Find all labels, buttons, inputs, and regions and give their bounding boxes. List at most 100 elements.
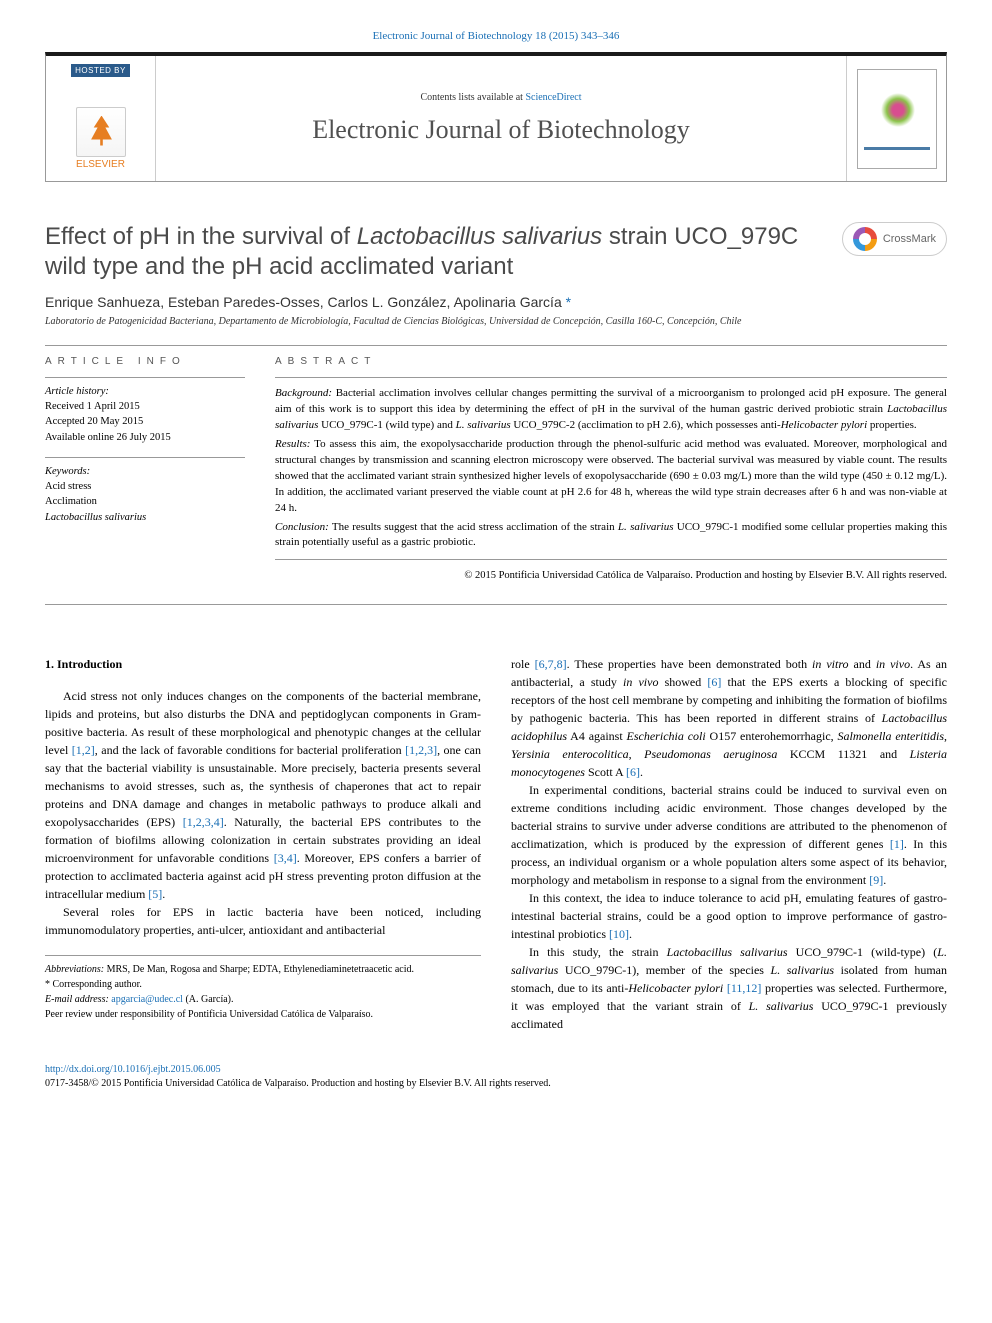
hosted-by-panel: HOSTED BY ELSEVIER	[46, 56, 156, 181]
p3l: Scott A	[585, 765, 626, 779]
ref-1-2-3-4[interactable]: [1,2,3,4]	[183, 815, 224, 829]
elsevier-tree-icon	[76, 107, 126, 157]
intro-p4: In experimental conditions, bacterial st…	[511, 781, 947, 889]
p3j: ,	[629, 747, 645, 761]
it5: Escherichia coli	[627, 729, 706, 743]
it6: Salmonella enteritidis	[838, 729, 945, 743]
p1f: .	[162, 887, 165, 901]
it14: L. salivarius	[749, 999, 814, 1013]
keywords-label: Keywords:	[45, 464, 245, 479]
keyword-1: Acid stress	[45, 479, 245, 494]
ref-6b[interactable]: [6]	[626, 765, 640, 779]
history-online: Available online 26 July 2015	[45, 430, 245, 445]
it10: Lactobacillus salivarius	[667, 945, 788, 959]
corresponding-line: * Corresponding author.	[45, 977, 481, 992]
p1b: , and the lack of favorable conditions f…	[95, 743, 405, 757]
ref-1-2[interactable]: [1,2]	[72, 743, 95, 757]
it13: Helicobacter pylori	[628, 981, 723, 995]
ref-1a[interactable]: [1]	[890, 837, 904, 851]
sciencedirect-link[interactable]: ScienceDirect	[525, 92, 581, 103]
keyword-3: Lactobacillus salivarius	[45, 510, 245, 525]
p3g: A4 against	[567, 729, 627, 743]
journal-citation[interactable]: Electronic Journal of Biotechnology 18 (…	[45, 30, 947, 42]
ref-1-2-3[interactable]: [1,2,3]	[405, 743, 437, 757]
ref-9[interactable]: [9]	[869, 873, 883, 887]
p3h: O157 enterohemorrhagic,	[706, 729, 838, 743]
ref-6a[interactable]: [6]	[707, 675, 721, 689]
history-received: Received 1 April 2015	[45, 399, 245, 414]
results-label: Results:	[275, 438, 310, 450]
corresponding-mark[interactable]: *	[566, 294, 571, 310]
email-line: E-mail address: apgarcia@udec.cl (A. Gar…	[45, 992, 481, 1007]
ref-10[interactable]: [10]	[609, 927, 629, 941]
p3i: ,	[944, 729, 947, 743]
p3k: KCCM 11321 and	[777, 747, 909, 761]
article-title: Effect of pH in the survival of Lactobac…	[45, 222, 822, 282]
abbreviations-line: Abbreviations: MRS, De Man, Rogosa and S…	[45, 962, 481, 977]
intro-p3: role [6,7,8]. These properties have been…	[511, 655, 947, 781]
bg-text3: UCO_979C-2 (acclimation to pH 2.6), whic…	[511, 419, 781, 431]
intro-p2: Several roles for EPS in lactic bacteria…	[45, 903, 481, 939]
intro-p6: In this study, the strain Lactobacillus …	[511, 943, 947, 1033]
abstract-column: abstract Background: Bacterial acclimati…	[275, 356, 947, 584]
email-link[interactable]: apgarcia@udec.cl	[111, 994, 183, 1005]
journal-header: HOSTED BY ELSEVIER Contents lists availa…	[45, 52, 947, 182]
title-species: Lactobacillus salivarius	[357, 223, 602, 250]
journal-name: Electronic Journal of Biotechnology	[312, 115, 690, 145]
journal-cover-thumbnail[interactable]	[857, 69, 937, 169]
conclusion-label: Conclusion:	[275, 521, 329, 533]
bg-text1: Bacterial acclimation involves cellular …	[275, 387, 947, 415]
it12: L. salivarius	[771, 963, 835, 977]
elsevier-logo[interactable]: ELSEVIER	[66, 103, 136, 173]
keyword-2: Acclimation	[45, 494, 245, 509]
p3a: role	[511, 657, 535, 671]
doi-link[interactable]: http://dx.doi.org/10.1016/j.ejbt.2015.06…	[45, 1064, 221, 1075]
divider	[45, 345, 947, 346]
introduction-heading: 1. Introduction	[45, 655, 481, 673]
peer-review-line: Peer review under responsibility of Pont…	[45, 1007, 481, 1022]
abstract-copyright: © 2015 Pontificia Universidad Católica d…	[275, 559, 947, 583]
p6b: UCO_979C-1 (wild-type) (	[788, 945, 938, 959]
email-after: (A. García).	[183, 994, 234, 1005]
affiliation: Laboratorio de Patogenicidad Bacteriana,…	[45, 316, 947, 327]
it1: in vitro	[812, 657, 849, 671]
con-it: L. salivarius	[618, 521, 674, 533]
title-part1: Effect of pH in the survival of	[45, 223, 357, 250]
p3c: and	[849, 657, 876, 671]
bg-text4: properties.	[867, 419, 916, 431]
history-label: Article history:	[45, 384, 245, 399]
intro-p1: Acid stress not only induces changes on …	[45, 687, 481, 903]
p6a: In this study, the strain	[529, 945, 667, 959]
divider-2	[45, 604, 947, 605]
it7: Yersinia enterocolitica	[511, 747, 629, 761]
abbrev-label: Abbreviations:	[45, 964, 104, 975]
issn-copyright: 0717-3458/© 2015 Pontificia Universidad …	[45, 1077, 947, 1091]
p4c: .	[883, 873, 886, 887]
bottom-info: http://dx.doi.org/10.1016/j.ejbt.2015.06…	[45, 1063, 947, 1091]
keywords-block: Keywords: Acid stress Acclimation Lactob…	[45, 457, 245, 525]
ref-11-12[interactable]: [11,12]	[727, 981, 762, 995]
ref-6-7-8[interactable]: [6,7,8]	[535, 657, 567, 671]
it3: in vivo	[623, 675, 658, 689]
authors: Enrique Sanhueza, Esteban Paredes-Osses,…	[45, 294, 947, 310]
abstract-heading: abstract	[275, 356, 947, 367]
contents-available: Contents lists available at ScienceDirec…	[420, 92, 581, 103]
crossmark-badge[interactable]: CrossMark	[842, 222, 947, 256]
article-info-heading: article info	[45, 356, 245, 367]
elsevier-label: ELSEVIER	[76, 159, 125, 170]
ref-5[interactable]: [5]	[148, 887, 162, 901]
p3b: . These properties have been demonstrate…	[567, 657, 812, 671]
it2: in vivo	[876, 657, 910, 671]
con-text: The results suggest that the acid stress…	[329, 521, 618, 533]
p6c: UCO_979C-1), member of the species	[558, 963, 770, 977]
history-accepted: Accepted 20 May 2015	[45, 414, 245, 429]
footnotes: Abbreviations: MRS, De Man, Rogosa and S…	[45, 955, 481, 1022]
contents-prefix: Contents lists available at	[420, 92, 525, 103]
abstract-text: Background: Bacterial acclimation involv…	[275, 377, 947, 584]
p3e: showed	[658, 675, 707, 689]
right-column: role [6,7,8]. These properties have been…	[511, 655, 947, 1033]
ref-3-4[interactable]: [3,4]	[274, 851, 297, 865]
it8: Pseudomonas aeruginosa	[644, 747, 777, 761]
crossmark-label: CrossMark	[883, 233, 936, 245]
background-label: Background:	[275, 387, 332, 399]
